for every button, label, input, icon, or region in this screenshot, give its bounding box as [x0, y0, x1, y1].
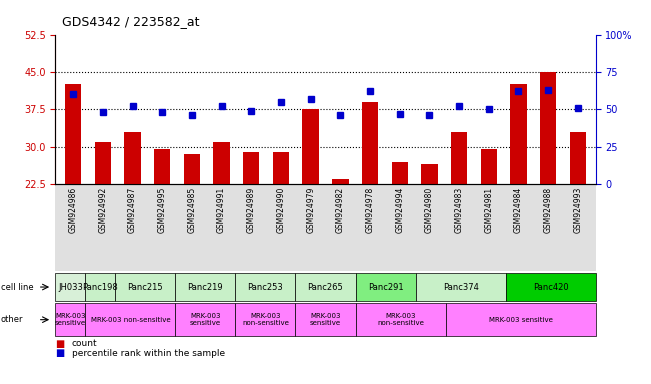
- Text: Panc253: Panc253: [247, 283, 283, 291]
- Text: Panc265: Panc265: [308, 283, 343, 291]
- Text: Panc219: Panc219: [187, 283, 223, 291]
- Text: MRK-003 non-sensitive: MRK-003 non-sensitive: [90, 317, 170, 323]
- Bar: [214, 142, 230, 184]
- Text: Panc291: Panc291: [368, 283, 404, 291]
- Text: ■: ■: [55, 339, 64, 349]
- Bar: [303, 109, 319, 184]
- Text: MRK-003 sensitive: MRK-003 sensitive: [489, 317, 553, 323]
- Text: MRK-003
non-sensitive: MRK-003 non-sensitive: [377, 313, 424, 326]
- Bar: [451, 132, 467, 184]
- Text: MRK-003
non-sensitive: MRK-003 non-sensitive: [242, 313, 289, 326]
- Text: MRK-003
sensitive: MRK-003 sensitive: [55, 313, 86, 326]
- Bar: [362, 102, 378, 184]
- Bar: [540, 72, 557, 184]
- Bar: [570, 132, 586, 184]
- Bar: [391, 162, 408, 184]
- Text: cell line: cell line: [1, 283, 33, 291]
- Bar: [332, 179, 348, 184]
- Bar: [154, 149, 171, 184]
- Text: MRK-003
sensitive: MRK-003 sensitive: [310, 313, 341, 326]
- Bar: [480, 149, 497, 184]
- Text: JH033: JH033: [58, 283, 83, 291]
- Text: Panc420: Panc420: [533, 283, 568, 291]
- Bar: [94, 142, 111, 184]
- Bar: [124, 132, 141, 184]
- Bar: [65, 84, 81, 184]
- Text: GDS4342 / 223582_at: GDS4342 / 223582_at: [62, 15, 199, 28]
- Text: Panc198: Panc198: [83, 283, 118, 291]
- Text: percentile rank within the sample: percentile rank within the sample: [72, 349, 225, 358]
- Text: Panc374: Panc374: [443, 283, 478, 291]
- Text: MRK-003
sensitive: MRK-003 sensitive: [190, 313, 221, 326]
- Text: other: other: [1, 315, 23, 324]
- Bar: [421, 164, 437, 184]
- Bar: [510, 84, 527, 184]
- Bar: [273, 152, 289, 184]
- Text: Panc215: Panc215: [128, 283, 163, 291]
- Text: count: count: [72, 339, 97, 348]
- Bar: [184, 154, 200, 184]
- Bar: [243, 152, 260, 184]
- Text: ■: ■: [55, 348, 64, 358]
